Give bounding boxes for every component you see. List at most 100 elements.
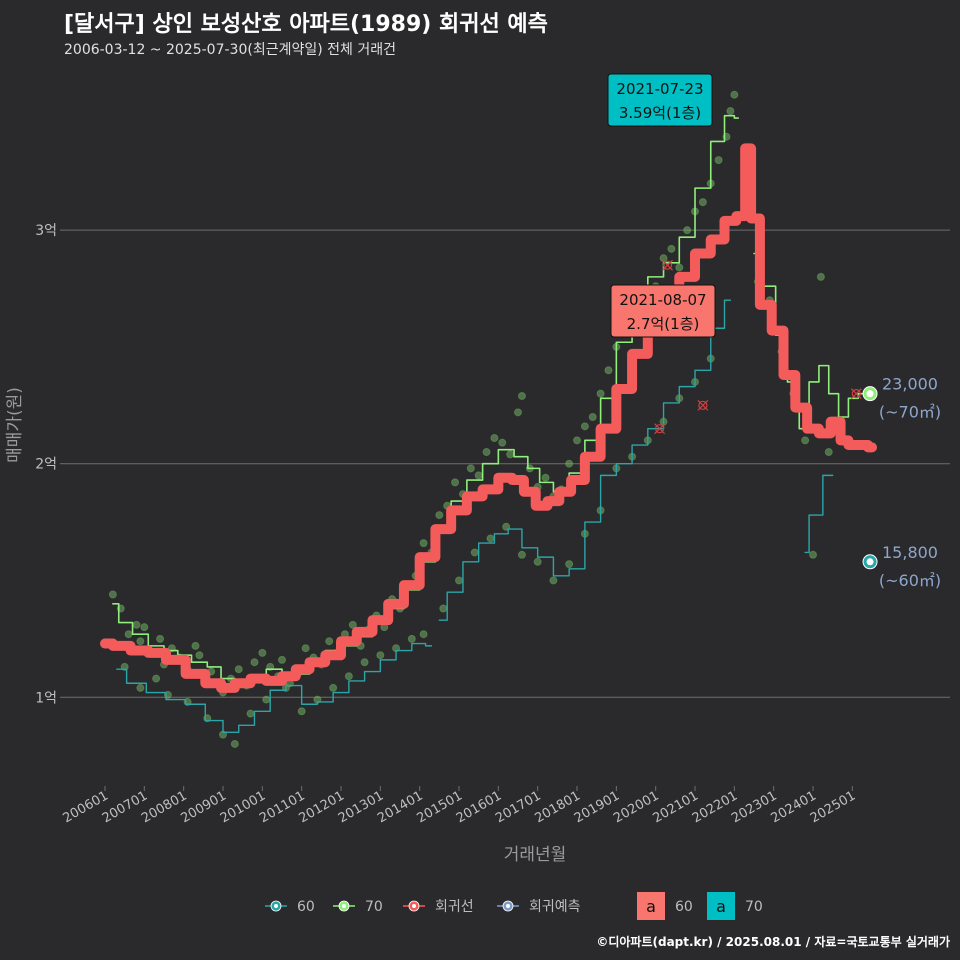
transaction-point [195,651,204,660]
transaction-point [360,658,369,667]
legend-label-item-70: a 70 [707,892,763,920]
cross-marker-x [850,388,862,400]
transaction-point [325,637,334,646]
transaction-point [376,651,385,660]
chart-title: [달서구] 상인 보성산호 아파트(1989) 회귀선 예측 [64,12,548,37]
legend-label-swatch [637,892,665,920]
legend-item-60: 60 [265,899,315,915]
cross-marker-ring [851,389,861,399]
transaction-point [506,450,515,459]
transaction-point [730,90,739,99]
transaction-point [466,464,475,473]
cross-marker-ring [662,260,673,270]
legend-label: 60 [297,899,315,915]
legend-label: 회귀선 [435,899,474,915]
legend-label-glyph: a [646,897,656,916]
callout-70: 2021-07-23 3.59억(1층) [607,73,713,127]
transaction-point [435,511,444,520]
series-line-70 [112,114,740,685]
transaction-point [490,434,499,443]
legend-item-회귀예측: 회귀예측 [497,899,581,915]
transaction-point [667,244,676,253]
transaction-point [498,438,507,447]
cross-marker-ring [655,424,665,434]
legend-label-item-60: a 60 [637,892,693,920]
transaction-point [156,634,165,643]
transaction-point [246,709,255,718]
source-credit: ©디아파트(dapt.kr) / 2025.08.01 / 자료=국토교통부 실… [596,935,950,949]
transaction-point [809,550,818,559]
cross-marker-x [697,399,709,411]
series-line-60 [116,642,433,733]
transaction-point [329,683,338,692]
transaction-point [675,263,684,272]
cross-marker [697,399,709,411]
series-line-70 [753,252,865,430]
transaction-point [474,471,483,480]
transaction-point [301,644,310,653]
forecast-point-core-60 [866,558,874,566]
transaction-point [580,422,589,431]
transaction-point [419,630,428,639]
transaction-point [262,695,271,704]
chart-subtitle: 2006-03-12 ~ 2025-07-30(최근계약일) 전체 거래건 [64,42,396,58]
transaction-point [191,641,200,650]
transaction-point [565,459,574,468]
transaction-point [136,683,145,692]
y-tick-label: 1억 [35,690,57,706]
cross-marker [662,259,673,271]
y-tick-label: 3억 [35,223,57,239]
transaction-point [533,557,542,566]
transaction-point [407,634,416,643]
transaction-point [596,389,605,398]
callout-value: 2.7억(1층) [627,315,700,333]
callout-60: 2021-08-07 2.7억(1층) [610,284,716,338]
transaction-point [230,739,239,748]
markers [654,259,878,570]
transaction-point [234,665,243,674]
series-line-60 [804,474,834,554]
transaction-point [824,448,833,457]
transaction-point [297,707,306,716]
transaction-point [470,548,479,557]
cross-marker-x [662,259,673,271]
series-lines [100,114,878,733]
transaction-point [132,620,141,629]
legend-key-core [274,904,278,908]
cross-marker [850,388,862,400]
transaction-point [714,156,723,165]
transaction-point [604,366,613,375]
transaction-point [278,655,287,664]
forecast-point-core-70 [866,390,874,398]
transaction-point [517,550,526,559]
legend-label-swatch [707,892,735,920]
callout-date: 2021-08-07 [619,291,706,309]
callout-value: 3.59억(1층) [619,104,701,122]
cross-marker-x [654,423,666,435]
legend-item-회귀선: 회귀선 [403,899,474,915]
legend-label: 60 [675,899,693,915]
legend-label: 70 [745,899,763,915]
transaction-point [258,648,267,657]
series-line-regression [100,143,878,693]
callout-box [610,284,716,338]
transaction-point [573,436,582,445]
end-label-price: 23,000 [882,375,938,394]
cross-marker-ring [698,400,708,410]
transaction-point [348,620,357,629]
legend-label: 회귀예측 [529,899,581,915]
legend-key-core [412,904,416,908]
transaction-point [514,408,523,417]
transaction-point [344,672,353,681]
series-line-60 [438,299,732,621]
transaction-point [541,473,550,482]
end-label-area: (~60㎡) [879,571,941,590]
legend-label: 70 [365,899,383,915]
transaction-point [698,198,707,207]
callout-box [607,73,713,127]
legend-key-core [342,904,346,908]
transaction-point [419,539,428,548]
y-axis-title: 매매가(원) [5,387,25,463]
end-label-area: (~70㎡) [879,403,941,422]
transaction-point [136,637,145,646]
